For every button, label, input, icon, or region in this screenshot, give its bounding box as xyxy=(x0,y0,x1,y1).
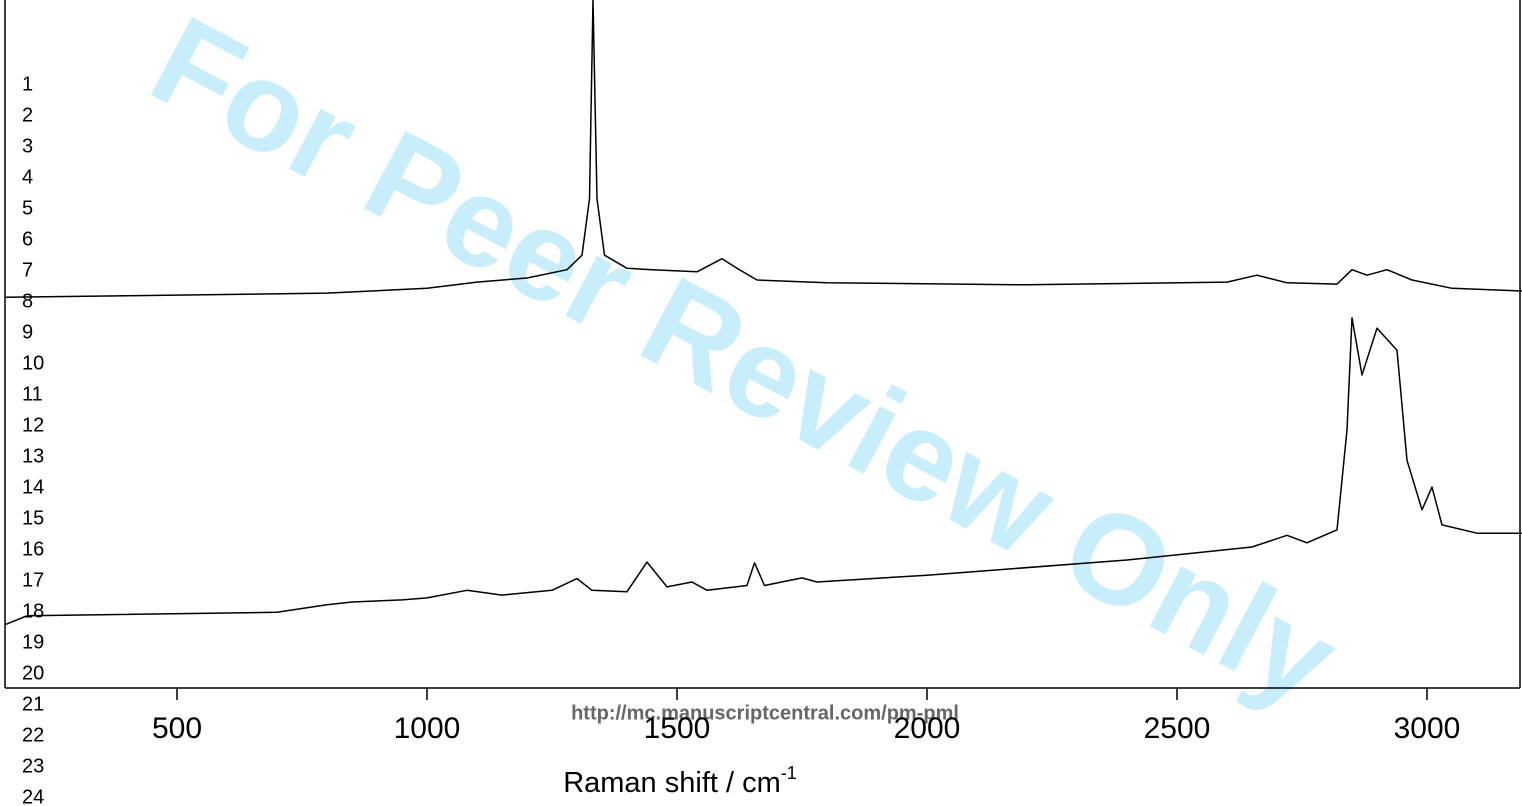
x-tick-label: 500 xyxy=(152,712,202,745)
url: http://mc.manuscriptcentral.com/pm-pml xyxy=(571,702,959,724)
line-number: 22 xyxy=(22,724,44,746)
x-tick-label: 1000 xyxy=(394,712,461,745)
line-number: 10 xyxy=(22,352,44,374)
line-number: 23 xyxy=(22,755,44,777)
line-number: 16 xyxy=(22,538,44,560)
line-number: 12 xyxy=(22,414,44,436)
line-number: 1 xyxy=(22,73,33,95)
line-number: 11 xyxy=(22,383,43,405)
x-axis-label: Raman shift / cm-1 xyxy=(563,763,797,799)
x-tick-label: 3000 xyxy=(1394,712,1461,745)
line-number: 17 xyxy=(22,569,44,591)
line-number: 3 xyxy=(22,135,33,157)
x-tick-label: 2000 xyxy=(894,712,961,745)
line-number: 24 xyxy=(22,786,44,806)
line-number: 18 xyxy=(22,600,44,622)
spectrum-line xyxy=(4,317,1522,626)
line-number: 6 xyxy=(22,228,33,250)
line-number: 13 xyxy=(22,445,44,467)
line-number: 8 xyxy=(22,290,33,312)
x-label-text: Raman shift / cm xyxy=(563,767,781,799)
line-number: 7 xyxy=(22,259,33,281)
line-number: 20 xyxy=(22,662,44,684)
line-number: 14 xyxy=(22,476,44,498)
line-number: 15 xyxy=(22,507,44,529)
x-label-superscript: -1 xyxy=(781,763,797,783)
line-number: 19 xyxy=(22,631,44,653)
line-number: 2 xyxy=(22,104,33,126)
watermark: For Peer Review Only xyxy=(130,0,1359,734)
line-number: 5 xyxy=(22,197,33,219)
line-number: 4 xyxy=(22,166,33,188)
line-number: 21 xyxy=(22,693,44,715)
spectrum-line xyxy=(4,0,1522,298)
line-number: 9 xyxy=(22,321,33,343)
x-tick-label: 2500 xyxy=(1144,712,1211,745)
x-tick-label: 1500 xyxy=(644,712,711,745)
